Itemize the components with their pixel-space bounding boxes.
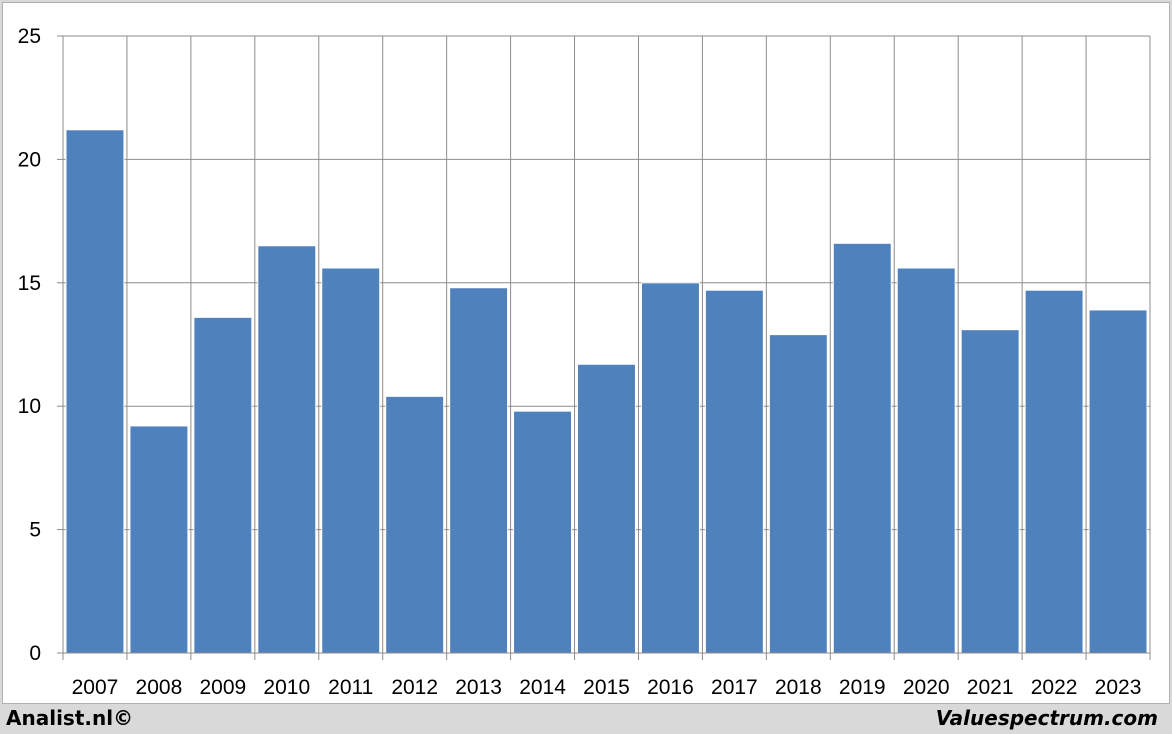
bar-2018 — [768, 334, 828, 654]
y-tick-label: 20 — [18, 148, 41, 171]
x-tick-label: 2022 — [1031, 676, 1078, 699]
bar-chart: 0 5 10 15 20 25 2007 2008 2009 2010 2011 2012 2013 20… — [18, 25, 1151, 699]
bar-2015 — [577, 363, 636, 654]
x-tick-label: 2019 — [839, 676, 886, 699]
x-tick-label: 2021 — [967, 676, 1014, 699]
x-tick-label: 2010 — [263, 676, 310, 699]
bar-2023 — [1088, 309, 1148, 654]
x-tick-label: 2011 — [328, 676, 373, 699]
bar-2008 — [129, 425, 189, 654]
bar-2017 — [704, 289, 764, 654]
bar-2010 — [257, 245, 317, 654]
x-tick-label: 2012 — [391, 676, 438, 699]
bar-2021 — [960, 329, 1020, 654]
x-tick-label: 2020 — [903, 676, 950, 699]
y-tick-label: 15 — [18, 272, 41, 295]
y-tick-label: 0 — [29, 642, 41, 665]
y-tick-label: 25 — [18, 25, 41, 48]
x-tick-label: 2007 — [72, 676, 119, 699]
footer-source-right: Valuespectrum.com — [935, 706, 1158, 730]
x-tick-label: 2009 — [199, 676, 246, 699]
bar-2007 — [65, 129, 125, 654]
bar-2009 — [193, 316, 253, 654]
chart-frame: 0 5 10 15 20 25 2007 2008 2009 2010 2011 2012 2013 20… — [2, 2, 1170, 704]
y-tick-label: 10 — [18, 395, 41, 418]
x-tick-label: 2013 — [455, 676, 502, 699]
bar-2011 — [321, 267, 381, 654]
y-tick-label: 5 — [29, 519, 41, 542]
bar-2022 — [1024, 289, 1084, 654]
bar-2019 — [832, 242, 892, 654]
bar-2013 — [449, 287, 509, 654]
footer-source-left: Analist.nl© — [6, 706, 134, 730]
bar-2020 — [896, 267, 956, 654]
bar-2016 — [640, 282, 700, 654]
x-tick-label: 2017 — [711, 676, 758, 699]
x-tick-label: 2023 — [1095, 676, 1142, 699]
x-tick-label: 2018 — [775, 676, 822, 699]
bar-2014 — [513, 410, 573, 654]
axes — [57, 35, 1151, 660]
tick-labels: 0 5 10 15 20 25 2007 2008 2009 2010 2011 2012 2013 20… — [18, 25, 1142, 699]
bars — [65, 129, 1148, 654]
x-tick-label: 2015 — [583, 676, 630, 699]
x-tick-label: 2016 — [647, 676, 694, 699]
x-tick-label: 2014 — [519, 676, 566, 699]
bar-2012 — [385, 395, 445, 654]
x-tick-label: 2008 — [136, 676, 183, 699]
